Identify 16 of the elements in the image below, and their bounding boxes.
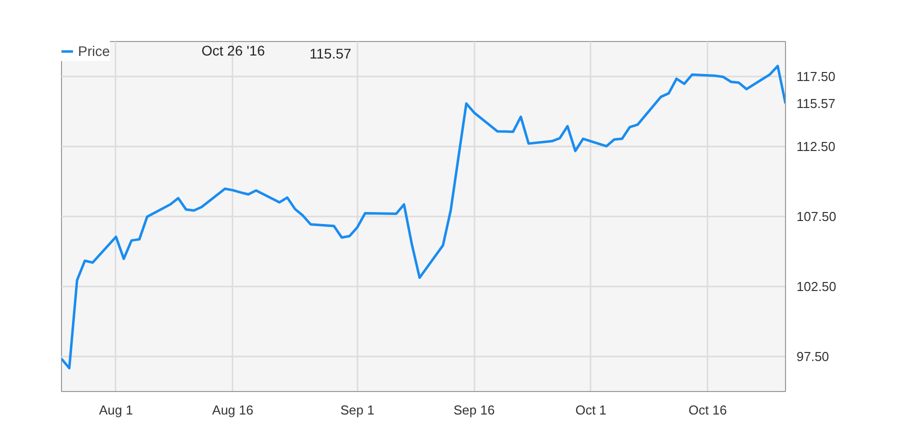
x-tick-label: Oct 1: [575, 402, 606, 418]
y-tick-label: 97.50: [796, 349, 830, 364]
x-tick-label: Aug 16: [212, 402, 254, 418]
x-tick-label: Aug 1: [99, 402, 133, 418]
y-tick-label: 107.50: [796, 209, 836, 224]
y-tick-label: 112.50: [796, 139, 836, 154]
x-tick-label: Sep 1: [340, 402, 374, 418]
x-tick-label: Oct 16: [688, 402, 727, 418]
y-tick-label: 102.50: [796, 279, 836, 294]
annotation: Oct 26 '16: [202, 42, 266, 58]
line-series: [62, 64, 786, 370]
legend-label: Price: [78, 43, 110, 59]
annotation: 115.57: [310, 46, 352, 62]
y-tick-label: 115.57: [796, 96, 836, 112]
x-tick-label: Sep 16: [454, 402, 495, 418]
y-tick-label: 117.50: [796, 69, 836, 84]
